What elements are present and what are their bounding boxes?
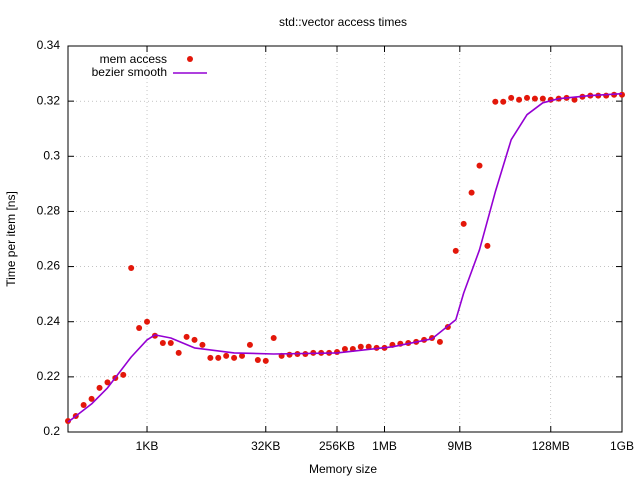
x-axis-label: Memory size	[309, 462, 377, 476]
y-axis-label: Time per item [ns]	[4, 191, 18, 287]
data-point	[492, 98, 499, 105]
data-point	[65, 417, 71, 424]
x-tick-label: 1MB	[372, 439, 397, 453]
legend-label: mem access	[100, 52, 167, 66]
x-tick-label: 256KB	[319, 439, 355, 453]
data-point	[357, 343, 364, 350]
chart-title: std::vector access times	[279, 15, 407, 29]
x-tick-label: 9MB	[447, 439, 472, 453]
data-point	[96, 384, 103, 391]
data-point	[365, 343, 372, 350]
data-point	[516, 96, 523, 103]
data-point	[159, 339, 166, 346]
y-tick-label: 0.32	[37, 93, 61, 107]
data-point	[619, 91, 625, 98]
data-point	[262, 357, 269, 364]
data-point	[468, 189, 475, 196]
data-point	[175, 349, 182, 356]
data-point	[484, 242, 491, 249]
data-point	[120, 371, 127, 378]
data-point	[254, 357, 261, 364]
plot-border	[67, 45, 623, 433]
data-point	[104, 379, 111, 386]
y-tick-label: 0.34	[37, 38, 61, 52]
data-point	[571, 96, 578, 103]
x-tick-label: 1GB	[610, 439, 634, 453]
data-point	[136, 325, 143, 332]
data-point	[436, 338, 443, 345]
smooth-line	[67, 92, 623, 423]
data-point	[144, 318, 151, 325]
legend-swatch	[187, 56, 193, 62]
data-point	[341, 346, 348, 353]
data-point	[128, 264, 135, 271]
data-point	[539, 95, 546, 102]
data-point	[191, 336, 198, 343]
y-tick-label: 0.26	[37, 259, 61, 273]
data-point	[286, 351, 293, 358]
y-tick-label: 0.28	[37, 204, 61, 218]
x-tick-label: 128MB	[532, 439, 570, 453]
x-tick-label: 1KB	[136, 439, 159, 453]
data-point	[603, 92, 610, 99]
y-tick-label: 0.2	[43, 424, 60, 438]
x-tick-label: 32KB	[251, 439, 280, 453]
data-point	[183, 333, 190, 340]
legend-label: bezier smooth	[92, 65, 167, 79]
data-point	[460, 220, 467, 227]
data-point	[524, 94, 531, 101]
data-point	[199, 341, 206, 348]
y-tick-label: 0.3	[43, 148, 60, 162]
data-point	[531, 95, 538, 102]
data-point	[223, 352, 230, 359]
data-point	[500, 98, 507, 105]
y-tick-label: 0.22	[37, 369, 61, 383]
data-point	[215, 354, 222, 361]
data-point	[270, 334, 277, 341]
data-point	[239, 352, 246, 359]
data-point	[80, 401, 87, 408]
data-point	[88, 395, 95, 402]
data-point	[167, 339, 174, 346]
data-point	[207, 354, 214, 361]
data-point	[508, 94, 515, 101]
y-tick-label: 0.24	[37, 314, 61, 328]
data-point	[246, 341, 253, 348]
data-point	[231, 354, 238, 361]
data-point	[452, 247, 459, 254]
data-point	[476, 162, 483, 169]
